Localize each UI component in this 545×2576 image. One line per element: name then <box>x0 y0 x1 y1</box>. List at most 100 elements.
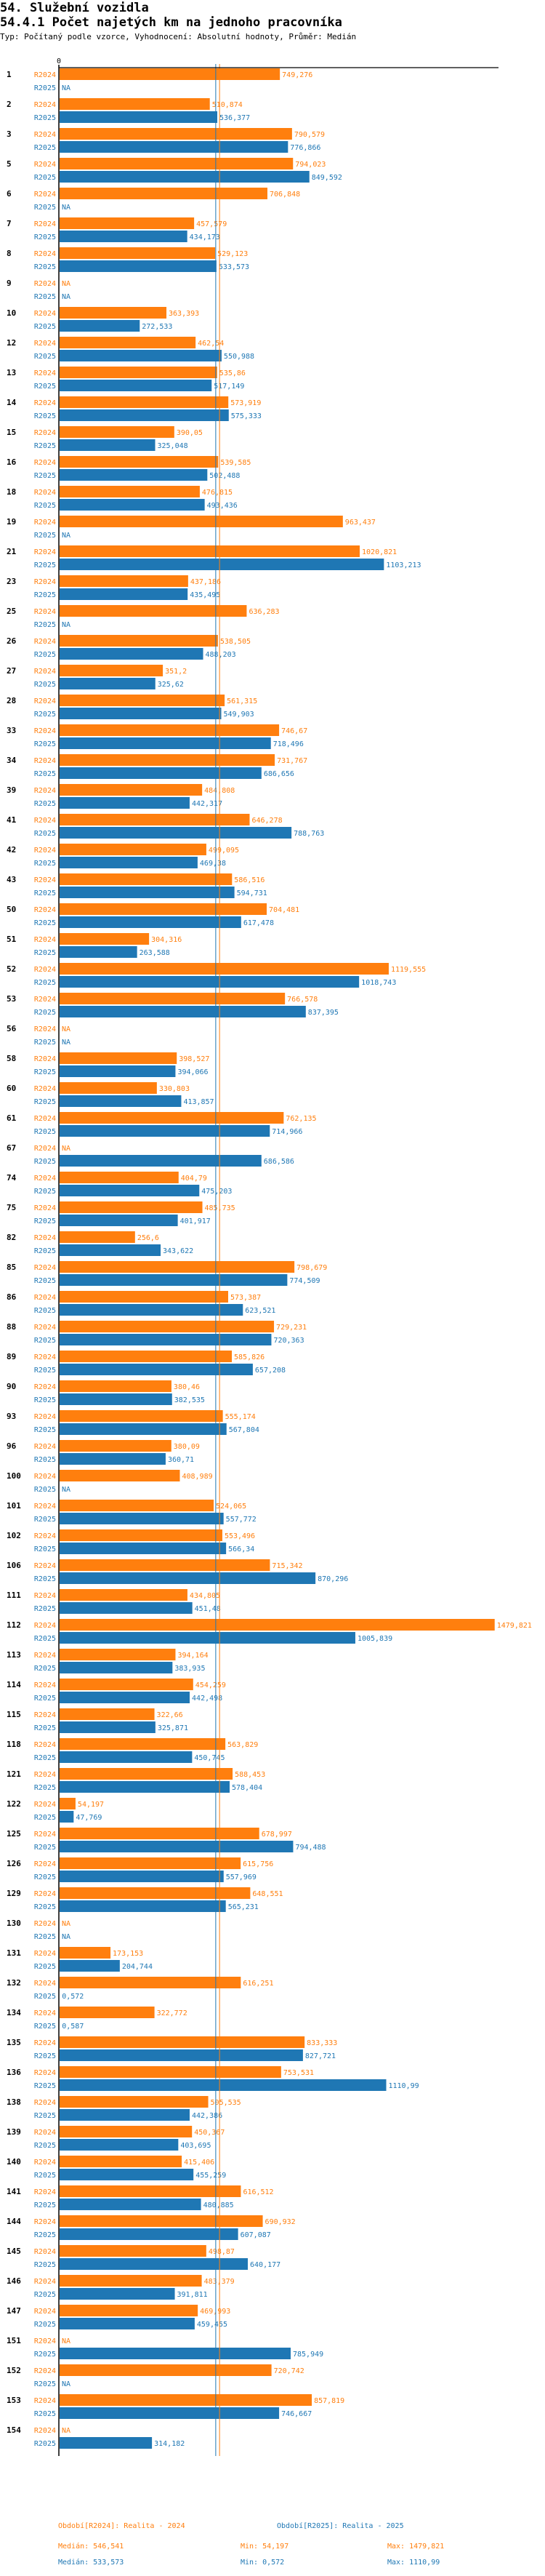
series-label: R2024 <box>34 2099 56 2107</box>
series-label: R2024 <box>34 340 56 348</box>
group-label: 151 <box>7 2336 21 2345</box>
group-label: 118 <box>7 1740 21 1749</box>
series-label: R2024 <box>34 489 56 497</box>
group-label: 3 <box>7 129 12 139</box>
value-label: 442,498 <box>192 1695 222 1703</box>
bar-r2024 <box>60 2156 182 2167</box>
group-label: 14 <box>7 398 17 407</box>
series-label: R2024 <box>34 1413 56 1421</box>
value-label: 827,721 <box>305 2052 336 2060</box>
series-label: R2024 <box>34 101 56 109</box>
bar-r2024 <box>60 575 188 587</box>
bar-r2025 <box>60 1781 230 1793</box>
series-label: R2025 <box>34 860 56 868</box>
series-label: R2024 <box>34 1652 56 1660</box>
group-label: 106 <box>7 1561 21 1570</box>
series-label: R2024 <box>34 1473 56 1481</box>
value-label: 380,09 <box>174 1443 200 1451</box>
value-label: 749,276 <box>282 71 312 79</box>
series-label: R2025 <box>34 1545 56 1553</box>
legend-r2025-max: Max: 1110,99 <box>387 2559 440 2567</box>
series-label: R2025 <box>34 2291 56 2299</box>
group-label: 41 <box>7 815 17 825</box>
bar-r2024 <box>60 1052 177 1064</box>
bar-r2025 <box>60 1841 294 1852</box>
series-label: R2025 <box>34 1068 56 1076</box>
value-label: 524,065 <box>216 1503 246 1511</box>
group-label: 136 <box>7 2068 21 2077</box>
bar-r2025 <box>60 797 190 809</box>
series-label: R2024 <box>34 1920 56 1928</box>
bar-r2025 <box>60 1215 178 1226</box>
bar-r2024 <box>60 1768 233 1780</box>
series-label: R2025 <box>34 1277 56 1285</box>
value-label: 1005,839 <box>358 1635 392 1643</box>
group-label: 25 <box>7 607 16 616</box>
bar-r2025 <box>60 499 205 511</box>
series-label: R2025 <box>34 1903 56 1911</box>
series-label: R2025 <box>34 1754 56 1762</box>
series-label: R2024 <box>34 1234 56 1242</box>
series-label: R2025 <box>34 1486 56 1494</box>
series-label: R2025 <box>34 2261 56 2269</box>
series-label: R2024 <box>34 2159 56 2167</box>
series-label: R2024 <box>34 876 56 884</box>
value-label: 330,803 <box>159 1085 190 1093</box>
group-label: 140 <box>7 2157 21 2167</box>
bar-r2025 <box>60 2407 280 2419</box>
series-label: R2025 <box>34 1456 56 1464</box>
value-label: 565,231 <box>228 1903 259 1911</box>
bar-r2024 <box>60 247 216 259</box>
bar-r2024 <box>60 2126 193 2137</box>
series-label: R2024 <box>34 1831 56 1839</box>
bar-r2024 <box>60 456 219 468</box>
bar-r2024 <box>60 1738 226 1750</box>
value-label: 403,695 <box>180 2142 211 2150</box>
bar-r2025 <box>60 2288 175 2300</box>
series-label: R2025 <box>34 2410 56 2418</box>
value-label: 517,149 <box>214 383 244 391</box>
group-label: 113 <box>7 1650 21 1660</box>
bar-r2024 <box>60 2185 241 2197</box>
bar-r2024 <box>60 635 218 647</box>
group-label: 100 <box>7 1471 21 1481</box>
group-label: 89 <box>7 1352 16 1361</box>
value-label: 0,587 <box>62 2023 84 2031</box>
group-label: 19 <box>7 517 16 527</box>
group-label: 7 <box>7 219 12 228</box>
series-label: R2024 <box>34 1592 56 1600</box>
bar-r2024 <box>60 307 167 319</box>
series-label: R2024 <box>34 310 56 318</box>
value-label: 415,406 <box>184 2159 214 2167</box>
value-label: 457,579 <box>196 220 227 228</box>
series-label: R2024 <box>34 727 56 735</box>
value-label: 450,745 <box>194 1754 225 1762</box>
bar-r2025 <box>60 1393 172 1405</box>
bar-r2025 <box>60 648 203 660</box>
series-label: R2025 <box>34 1009 56 1017</box>
value-label: NA <box>62 1039 70 1047</box>
series-label: R2024 <box>34 2427 56 2435</box>
value-label: 493,436 <box>207 502 238 510</box>
series-label: R2024 <box>34 1145 56 1153</box>
bar-r2025 <box>60 1721 156 1733</box>
bar-r2025 <box>60 887 235 898</box>
value-label: 766,578 <box>287 996 318 1004</box>
value-label: NA <box>62 532 70 540</box>
group-label: 13 <box>7 368 16 377</box>
bar-r2024 <box>60 68 280 80</box>
value-label: 256,6 <box>137 1234 159 1242</box>
series-label: R2025 <box>34 1516 56 1524</box>
group-label: 15 <box>7 428 16 437</box>
value-label: 363,393 <box>169 310 199 318</box>
group-label: 53 <box>7 994 16 1004</box>
series-label: R2025 <box>34 681 56 689</box>
bar-r2024 <box>60 993 286 1004</box>
series-label: R2025 <box>34 949 56 957</box>
series-label: R2024 <box>34 1353 56 1361</box>
bar-r2024 <box>60 396 229 408</box>
value-label: 454,259 <box>195 1681 226 1689</box>
value-label: 690,932 <box>265 2218 296 2226</box>
series-label: R2024 <box>34 131 56 139</box>
